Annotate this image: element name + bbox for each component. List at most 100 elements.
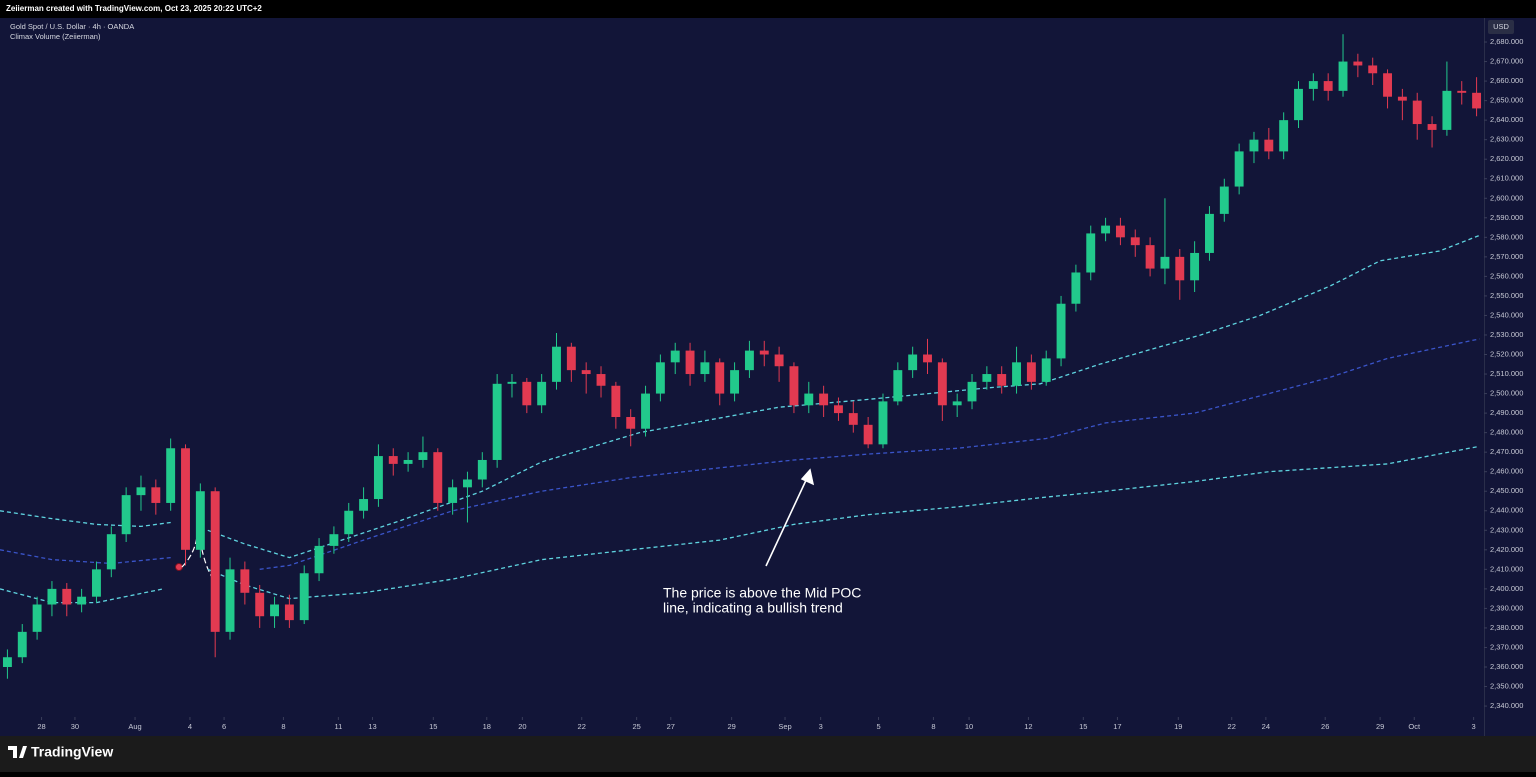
candle-body	[195, 491, 205, 550]
candle-body	[181, 448, 190, 550]
candle-body	[1071, 272, 1081, 304]
candle-body	[566, 346, 576, 371]
x-tick-label: 29	[1376, 722, 1384, 731]
x-tick-label: 3	[819, 722, 823, 731]
y-tick-label: 2,360.000	[1490, 662, 1523, 671]
x-tick-label: 4	[188, 722, 192, 731]
candle-body	[32, 604, 42, 632]
candle-body	[952, 401, 962, 406]
y-tick-label: 2,410.000	[1490, 564, 1523, 573]
logo-icon	[8, 746, 27, 758]
candle-body	[507, 381, 517, 384]
y-tick-label: 2,650.000	[1490, 96, 1523, 105]
candle-body	[373, 456, 383, 500]
candle-body	[1086, 233, 1096, 273]
x-tick-label: 13	[368, 722, 376, 731]
candle-body	[151, 487, 161, 503]
candle-body	[655, 362, 665, 394]
candle-body	[1056, 303, 1066, 359]
candle-body	[982, 374, 992, 382]
candle-body	[804, 393, 814, 406]
candle-body	[937, 362, 947, 406]
candle-body	[225, 569, 235, 632]
candle-body	[848, 413, 858, 425]
candle-body	[1190, 252, 1200, 281]
candle-body	[1115, 225, 1125, 238]
y-tick-label: 2,550.000	[1490, 291, 1523, 300]
y-tick-label: 2,600.000	[1490, 193, 1523, 202]
candle-body	[759, 350, 769, 355]
y-tick-label: 2,350.000	[1490, 682, 1523, 691]
candle-body	[136, 487, 146, 496]
candle-body	[1279, 120, 1289, 152]
candle-body	[878, 401, 888, 445]
y-tick-label: 2,390.000	[1490, 603, 1523, 612]
y-tick-label: 2,380.000	[1490, 623, 1523, 632]
x-tick-label: 15	[429, 722, 437, 731]
candle-body	[1264, 139, 1274, 152]
y-tick-label: 2,400.000	[1490, 584, 1523, 593]
candle-body	[433, 452, 443, 503]
candle-body	[403, 459, 413, 464]
candle-body	[388, 456, 398, 464]
candle-body	[611, 385, 621, 418]
x-tick-label: 6	[222, 722, 226, 731]
y-tick-label: 2,630.000	[1490, 135, 1523, 144]
x-tick-label: Sep	[778, 722, 791, 731]
candle-body	[1308, 81, 1318, 89]
candle-body	[581, 370, 591, 375]
x-tick-label: 27	[667, 722, 675, 731]
x-tick-label: 24	[1262, 722, 1270, 731]
x-tick-label: 5	[876, 722, 880, 731]
y-tick-label: 2,590.000	[1490, 213, 1523, 222]
candle-body	[1472, 92, 1482, 109]
x-tick-label: Oct	[1408, 722, 1421, 731]
candle-body	[359, 499, 369, 511]
candle-body	[418, 452, 428, 460]
annotation: The price is above the Mid POC	[663, 585, 861, 601]
x-tick-label: 20	[518, 722, 526, 731]
candle-body	[47, 588, 57, 605]
x-tick-label: 18	[483, 722, 491, 731]
candle-body	[700, 362, 710, 375]
candle-body	[1219, 186, 1229, 214]
candle-body	[730, 370, 740, 394]
x-tick-label: 12	[1024, 722, 1032, 731]
y-tick-label: 2,540.000	[1490, 310, 1523, 319]
annotation: line, indicating a bullish trend	[663, 600, 843, 616]
candle-body	[670, 350, 680, 363]
candle-body	[1442, 90, 1452, 130]
candle-body	[166, 448, 176, 503]
candle-body	[1130, 237, 1140, 246]
candle-body	[1249, 139, 1259, 152]
y-tick-label: 2,490.000	[1490, 408, 1523, 417]
credit: Zeiierman created with TradingView.com, …	[6, 4, 262, 13]
y-tick-label: 2,560.000	[1490, 271, 1523, 280]
candle-body	[997, 374, 1007, 386]
candle-body	[626, 417, 636, 429]
candle-body	[2, 657, 12, 668]
candle-body	[270, 604, 279, 617]
time-axis	[0, 718, 1536, 736]
arrow-head	[800, 468, 815, 486]
candle-body	[967, 381, 977, 402]
candle-body	[1234, 151, 1244, 187]
x-tick-label: 25	[632, 722, 640, 731]
logo	[8, 746, 27, 758]
candle-body	[1294, 88, 1303, 121]
y-tick-label: 2,470.000	[1490, 447, 1523, 456]
band-line	[0, 338, 1480, 570]
arrow-shaft	[765, 475, 809, 567]
candle-body	[284, 604, 294, 621]
y-tick-label: 2,420.000	[1490, 545, 1523, 554]
x-tick-label: 22	[1228, 722, 1236, 731]
y-tick-label: 2,620.000	[1490, 154, 1523, 163]
y-tick-label: 2,670.000	[1490, 57, 1523, 66]
candle-body	[255, 592, 265, 617]
y-tick-label: 2,500.000	[1490, 389, 1523, 398]
candle-body	[77, 596, 87, 605]
candle-body	[1205, 213, 1214, 253]
candle-body	[537, 381, 547, 406]
y-tick-label: 2,520.000	[1490, 349, 1523, 358]
